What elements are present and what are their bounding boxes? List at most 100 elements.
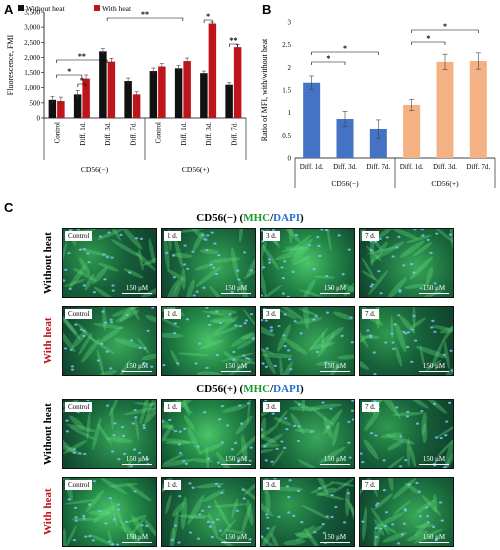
micrograph-cell	[316, 487, 337, 497]
scale-bar-label: 150 μM	[125, 362, 149, 370]
chart-b-y-tick-label: 2.5	[282, 41, 291, 49]
chart-a-legend-label: Without heat	[26, 4, 66, 13]
micrograph-cell	[235, 415, 253, 435]
micrograph-nucleus	[406, 331, 411, 334]
micrograph-cell	[319, 446, 346, 464]
micrograph-cell	[162, 415, 176, 432]
micrograph-nucleus	[172, 276, 176, 279]
micrograph-cell	[178, 229, 205, 233]
micrograph-nucleus	[220, 441, 224, 444]
micrograph-nucleus	[194, 362, 198, 365]
micrograph-cell	[300, 504, 331, 520]
chart-b-significance-bracket	[311, 51, 379, 55]
micrograph-cells	[63, 478, 156, 546]
micrograph-nucleus	[201, 233, 205, 236]
micrograph-nucleus	[369, 432, 374, 435]
micrograph-cell	[331, 478, 354, 494]
micrograph-cell	[432, 494, 438, 513]
scale-bar: 150 μM	[122, 455, 152, 465]
micrograph-cell	[387, 277, 407, 297]
micrograph-cell	[421, 412, 427, 436]
micrograph-cell	[138, 248, 144, 271]
micrograph-cell	[199, 339, 224, 349]
micrograph-cell	[231, 247, 239, 279]
micrograph-cell	[163, 453, 184, 465]
micrograph-nucleus	[430, 326, 434, 329]
micrograph-cell	[187, 515, 207, 519]
micrograph-nucleus	[246, 402, 250, 405]
micrograph-nucleus	[226, 424, 230, 427]
micrograph-cell	[360, 333, 372, 346]
micrograph-nucleus	[261, 362, 265, 365]
micrograph-nucleus	[403, 509, 407, 512]
micrograph-cell	[223, 350, 240, 365]
micrograph-nucleus	[415, 422, 420, 425]
micrograph-cell	[323, 409, 343, 435]
micrograph-cell	[86, 411, 91, 440]
micrograph-cell	[172, 400, 194, 415]
micrograph-nucleus	[241, 488, 245, 491]
chart-a-legend-swatch	[18, 5, 24, 11]
micrograph-cell	[407, 530, 429, 542]
micrograph-cell	[134, 416, 140, 441]
micrograph-cell	[308, 327, 329, 352]
micrograph-nucleus	[213, 242, 217, 245]
micrograph-nucleus	[215, 354, 219, 357]
micrograph-nucleus	[373, 373, 377, 375]
micrograph-tile-label: 7 d.	[362, 231, 379, 241]
micrograph-cell	[177, 352, 210, 357]
scale-bar-line	[221, 293, 251, 294]
scale-bar: 150 μM	[122, 533, 152, 543]
micrograph-nucleus	[283, 446, 287, 450]
micrograph-nucleus	[374, 434, 378, 437]
chart-a-significance-mark: *	[206, 12, 210, 21]
scale-bar: 150 μM	[320, 284, 350, 294]
micrograph-cell	[113, 338, 144, 349]
micrograph-nucleus	[297, 403, 301, 406]
micrograph-cell	[276, 307, 304, 321]
micrograph-cell	[192, 229, 209, 242]
micrograph-nucleus	[449, 349, 453, 352]
micrograph-nucleus	[393, 323, 397, 326]
micrograph-nucleus	[214, 482, 219, 485]
chart-b-x-tick-label: Diff. 1d.	[300, 163, 324, 171]
micrograph-nucleus	[382, 459, 386, 462]
micrograph-nucleus	[417, 490, 421, 493]
chart-b-bar	[469, 60, 487, 159]
micrograph-nucleus	[313, 531, 317, 534]
micrograph-cell	[294, 532, 313, 539]
micrograph-cell	[291, 248, 308, 262]
micrograph-nucleus	[402, 264, 406, 267]
micrograph-cell	[433, 229, 453, 246]
micrograph-cell	[376, 512, 404, 528]
micrograph-nucleus	[103, 278, 107, 281]
micrograph-cell	[404, 482, 421, 495]
micrograph-cell	[215, 536, 243, 546]
micrograph-cell	[185, 279, 195, 297]
micrograph-tile: Control 150 μM	[62, 477, 157, 547]
micrograph-nucleus	[133, 408, 137, 412]
micrograph-nucleus	[206, 314, 211, 318]
chart-a-significance-mark: *	[67, 67, 71, 76]
micrograph-nucleus	[218, 322, 223, 325]
micrograph-cell	[288, 234, 312, 254]
micrograph-cell	[110, 239, 141, 257]
micrograph-nucleus	[360, 452, 363, 455]
micrograph-nucleus	[101, 310, 105, 313]
micrograph-nucleus	[435, 232, 439, 235]
micrograph-cell	[110, 406, 114, 430]
micrograph-nucleus	[239, 422, 244, 425]
micrograph-nucleus	[236, 269, 240, 272]
micrograph-nucleus	[385, 236, 389, 239]
micrograph-cell	[406, 234, 432, 243]
micrograph-cell	[210, 316, 232, 323]
micrograph-cell	[108, 400, 120, 417]
micrograph-nucleus	[64, 268, 68, 271]
micrograph-nucleus	[395, 246, 399, 249]
micrograph-tile-label: 3 d.	[263, 309, 280, 319]
micrograph-nucleus	[296, 439, 300, 443]
micrograph-nucleus	[283, 313, 287, 316]
micrograph-nucleus	[418, 515, 422, 518]
micrograph-cell	[310, 403, 342, 410]
micrograph-nucleus	[69, 229, 73, 232]
